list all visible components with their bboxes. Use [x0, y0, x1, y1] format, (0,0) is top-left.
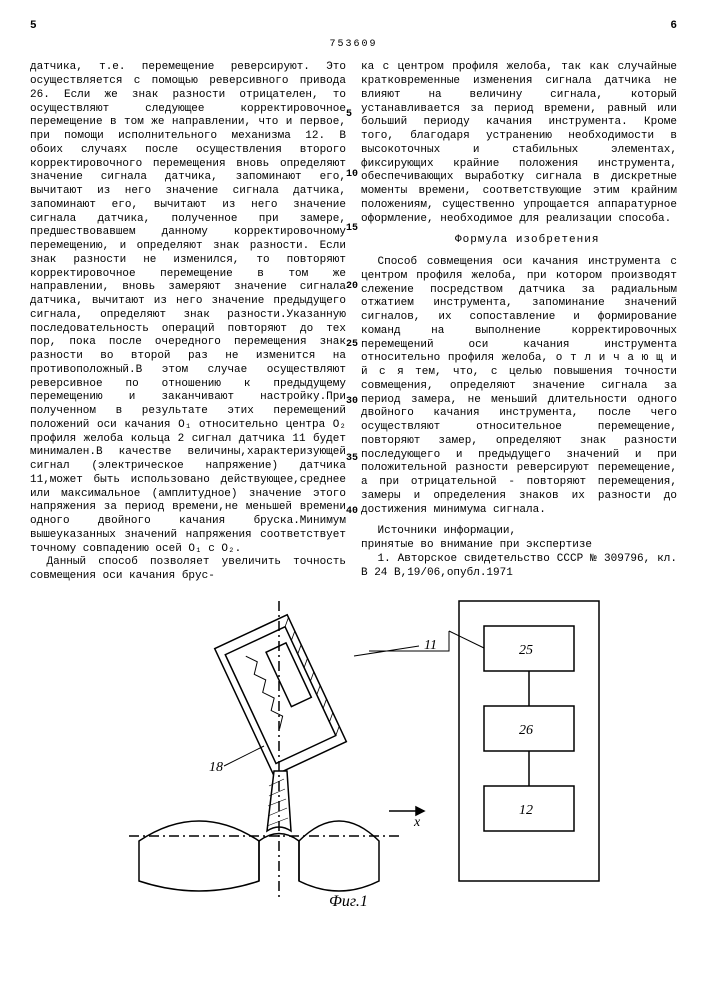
- page-number-left: 5: [30, 20, 37, 34]
- line-marker: 40: [346, 506, 358, 519]
- patent-page: 5 6 753609 датчика, т.е. перемещение рев…: [0, 0, 707, 1000]
- figure-caption: Фиг.1: [329, 893, 368, 910]
- spring-icon: [245, 653, 286, 729]
- left-column: датчика, т.е. перемещение реверсируют. Э…: [30, 61, 346, 551]
- right-column: ка с центром профиля желоба, так как слу…: [361, 61, 677, 551]
- line-marker: 5: [346, 109, 352, 122]
- tool-inner: [225, 627, 336, 764]
- line-marker: 30: [346, 396, 358, 409]
- label-x: x: [413, 815, 421, 830]
- workpiece-right: [299, 821, 379, 891]
- label-18: 18: [209, 760, 223, 775]
- left-para-1: датчика, т.е. перемещение реверсируют. Э…: [30, 61, 346, 556]
- line-marker: 15: [346, 223, 358, 236]
- tool-housing: [214, 615, 346, 776]
- figure-1: 11 18 25 26 12 x Фиг.1: [30, 571, 677, 921]
- page-number-right: 6: [670, 20, 677, 34]
- sources-sub: принятые во внимание при экспертизе: [361, 539, 677, 553]
- line-marker: 35: [346, 453, 358, 466]
- line-marker: 10: [346, 169, 358, 182]
- label-25: 25: [519, 643, 533, 658]
- right-para-2: Способ совмещения оси качания инструмент…: [361, 256, 677, 517]
- groove-arc: [259, 834, 299, 842]
- text-columns: датчика, т.е. перемещение реверсируют. Э…: [30, 61, 677, 551]
- line-marker: 25: [346, 339, 358, 352]
- page-numbers: 5 6: [30, 20, 677, 34]
- formula-title: Формула изобретения: [361, 234, 677, 248]
- line-marker: 20: [346, 281, 358, 294]
- label-26: 26: [519, 723, 533, 738]
- workpiece-left: [139, 821, 259, 891]
- figure-svg: 11 18 25 26 12 x Фиг.1: [79, 571, 629, 911]
- leader-18: [224, 746, 264, 766]
- wire-to-25: [449, 631, 484, 648]
- arrowhead-icon: [416, 807, 424, 815]
- label-11: 11: [424, 638, 437, 653]
- patent-number: 753609: [30, 39, 677, 52]
- label-12: 12: [519, 803, 533, 818]
- sources-title: Источники информации,: [361, 525, 677, 539]
- right-para-1: ка с центром профиля желоба, так как слу…: [361, 61, 677, 226]
